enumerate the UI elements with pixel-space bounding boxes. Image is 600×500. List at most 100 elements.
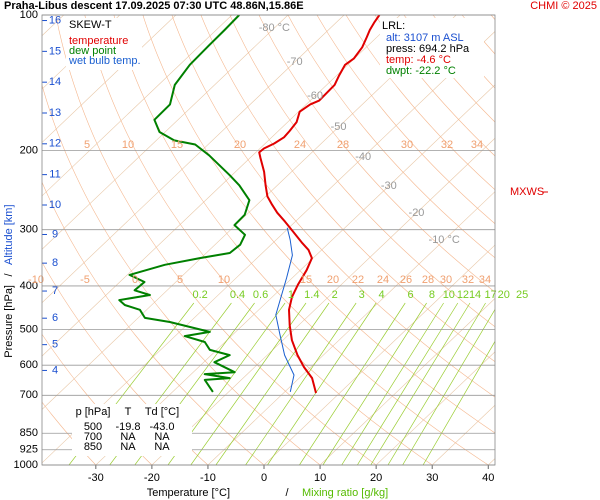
y2-tick-label: 8 xyxy=(52,257,58,269)
y2-tick-label: 15 xyxy=(49,45,61,57)
adiabat-label: 24 xyxy=(294,139,306,151)
background-lines xyxy=(42,15,495,465)
isotherm xyxy=(42,31,495,464)
dry-adiabat xyxy=(229,15,495,328)
profile-line xyxy=(118,15,251,393)
y2-tick-label: 7 xyxy=(52,285,58,297)
adiabat-label: 22 xyxy=(352,274,364,286)
chart-title: Praha-Libus descent 17.09.2025 07:30 UTC… xyxy=(4,0,304,12)
y2-tick-label: 4 xyxy=(52,364,58,376)
mixing-ratio-line xyxy=(370,302,471,465)
adiabat-label: 32 xyxy=(462,274,474,286)
isotherm-label: -30 xyxy=(381,180,397,192)
lrl-title: LRL: xyxy=(382,20,405,32)
adiabat-label: 34 xyxy=(479,274,491,286)
mixing-ratio-line xyxy=(245,302,357,465)
isotherm xyxy=(95,84,495,465)
mixing-ratio-label: 2 xyxy=(332,289,338,301)
x-tick-label: 0 xyxy=(261,472,267,484)
isotherm xyxy=(42,15,233,197)
mixing-ratio-label: 14 xyxy=(469,289,481,301)
mixing-ratio-label: 1 xyxy=(288,289,294,301)
table-cell: -43.0 xyxy=(149,421,174,433)
adiabat-label: 32 xyxy=(441,139,453,151)
table-cell: -19.8 xyxy=(115,421,140,433)
isotherm-label: -10 °C xyxy=(429,234,460,246)
y-axis-separator: / xyxy=(3,273,15,277)
isotherm xyxy=(42,15,345,304)
mixing-ratio-label: 8 xyxy=(429,289,435,301)
dry-adiabat xyxy=(42,181,265,465)
y2-tick-label: 10 xyxy=(49,199,61,211)
adiabat-label: 15 xyxy=(300,274,312,286)
lrl-line: dwpt: -22.2 °C xyxy=(386,65,456,77)
mixing-ratio-label: 0.4 xyxy=(230,289,245,301)
legend-entry: dew point xyxy=(69,45,116,57)
isotherm xyxy=(42,15,177,143)
mixing-ratio-label: 0.2 xyxy=(192,289,207,301)
adiabat-label: 5 xyxy=(84,139,90,151)
table-cell: 700 xyxy=(84,431,102,443)
adiabat-label: 0 xyxy=(132,274,138,286)
dry-adiabat xyxy=(55,15,377,465)
x-tick-label: 20 xyxy=(370,472,382,484)
table-cell: NA xyxy=(154,441,170,453)
y-axis-title: Pressure [hPa] xyxy=(3,285,15,358)
x-tick-label: -30 xyxy=(88,472,104,484)
adiabat-label: 10 xyxy=(218,274,230,286)
table-cell: NA xyxy=(120,431,136,443)
y2-tick-label: 16 xyxy=(49,14,61,26)
y2-tick-label: 11 xyxy=(49,169,60,181)
adiabat-label: 28 xyxy=(422,274,434,286)
mixing-ratio-label: 12 xyxy=(457,289,469,301)
mixing-ratio-label: 17 xyxy=(484,289,496,301)
table-header: p [hPa] xyxy=(76,406,111,418)
mixing-ratio-line xyxy=(322,302,427,465)
table-cell: NA xyxy=(154,431,170,443)
isotherm-label: -80 °C xyxy=(259,22,290,34)
y2-tick-label: 6 xyxy=(52,312,58,324)
isotherm-label: -50 xyxy=(331,121,347,133)
y-tick-label: 300 xyxy=(20,224,38,236)
table-header: T xyxy=(125,406,132,418)
x-tick-label: -10 xyxy=(200,472,216,484)
dry-adiabat xyxy=(42,333,153,465)
dry-adiabat xyxy=(171,15,495,398)
mixing-ratio-label: 6 xyxy=(408,289,414,301)
adiabat-label: 20 xyxy=(327,274,339,286)
isotherm-label: -20 xyxy=(409,207,425,219)
mixing-ratio-label: 25 xyxy=(516,289,528,301)
lrl-background xyxy=(380,18,484,78)
adiabat-label: 34 xyxy=(471,139,483,151)
adiabat-label: 10 xyxy=(122,139,134,151)
y-tick-label: 400 xyxy=(20,280,38,292)
y2-tick-label: 13 xyxy=(49,107,61,119)
x-axis-separator: / xyxy=(285,487,289,499)
mixing-ratio-label: 10 xyxy=(443,289,455,301)
table-cell: 500 xyxy=(84,421,102,433)
dry-adiabat xyxy=(42,84,321,465)
table-header: Td [°C] xyxy=(145,406,179,418)
adiabat-label: 30 xyxy=(440,274,452,286)
y2-tick-label: 12 xyxy=(49,138,61,150)
isotherm-label: -70 xyxy=(287,56,303,68)
isotherm xyxy=(42,15,457,410)
y-tick-label: 1000 xyxy=(14,459,38,471)
lrl-line: alt: 3107 m ASL xyxy=(386,32,464,44)
y-tick-label: 850 xyxy=(20,427,38,439)
isotherm xyxy=(375,351,495,465)
y-axis-titles: Pressure [hPa] / Altitude [km] xyxy=(3,204,15,357)
adiabat-label: 30 xyxy=(401,139,413,151)
profile-line xyxy=(258,15,381,394)
dry-adiabat xyxy=(113,15,489,465)
dry-adiabat xyxy=(200,15,495,363)
x-axis-title-2: Mixing ratio [g/kg] xyxy=(302,487,388,499)
isotherm xyxy=(207,191,495,465)
adiabat-label: 26 xyxy=(400,274,412,286)
profile-line xyxy=(275,227,295,393)
isotherm xyxy=(151,137,495,465)
dry-adiabat xyxy=(287,15,495,259)
credit: CHMI © 2025 xyxy=(530,0,597,12)
dry-adiabat xyxy=(84,15,433,465)
